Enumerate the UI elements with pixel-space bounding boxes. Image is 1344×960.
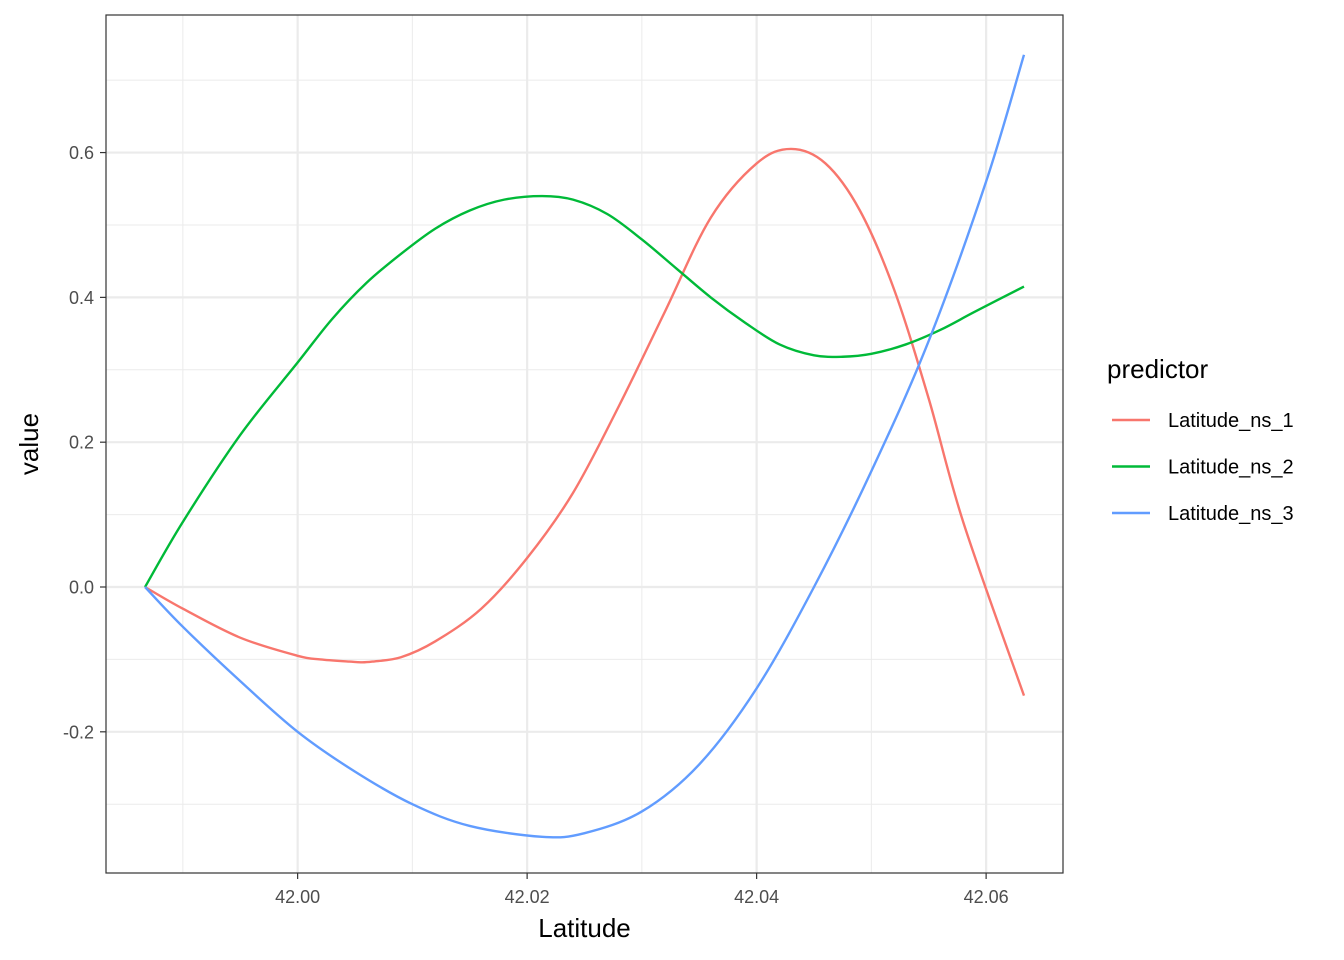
x-axis-title: Latitude bbox=[538, 913, 631, 943]
series-line-2 bbox=[143, 194, 1025, 588]
series-line-1 bbox=[144, 147, 1026, 697]
major-gridlines bbox=[106, 15, 1063, 873]
y-tick-label: -0.2 bbox=[63, 722, 94, 742]
x-tick-label: 42.00 bbox=[275, 887, 320, 907]
y-tick-label: 0.6 bbox=[69, 143, 94, 163]
legend-label-2: Latitude_ns_2 bbox=[1168, 457, 1294, 479]
legend-title: predictor bbox=[1107, 354, 1208, 384]
x-tick-label: 42.02 bbox=[505, 887, 550, 907]
legend-label-1: Latitude_ns_1 bbox=[1168, 410, 1294, 432]
y-tick-label: 0.2 bbox=[69, 433, 94, 453]
series-line-3 bbox=[144, 54, 1026, 839]
legend-label-3: Latitude_ns_3 bbox=[1168, 503, 1294, 525]
y-tick-label: 0.0 bbox=[69, 578, 94, 598]
legend: predictor Latitude_ns_1 Latitude_ns_2 Lati… bbox=[1107, 354, 1294, 525]
x-axis: 42.00 42.02 42.04 42.06 bbox=[275, 873, 1009, 907]
x-tick-label: 42.04 bbox=[734, 887, 779, 907]
y-axis-title: value bbox=[14, 413, 44, 475]
y-tick-label: 0.4 bbox=[69, 288, 94, 308]
plot-border bbox=[105, 14, 1064, 874]
minor-gridlines bbox=[106, 15, 1063, 873]
plot-panel bbox=[106, 15, 1063, 873]
x-tick-label: 42.06 bbox=[964, 887, 1009, 907]
series-lines bbox=[143, 54, 1026, 839]
y-axis: -0.2 0.0 0.2 0.4 0.6 bbox=[63, 143, 106, 742]
